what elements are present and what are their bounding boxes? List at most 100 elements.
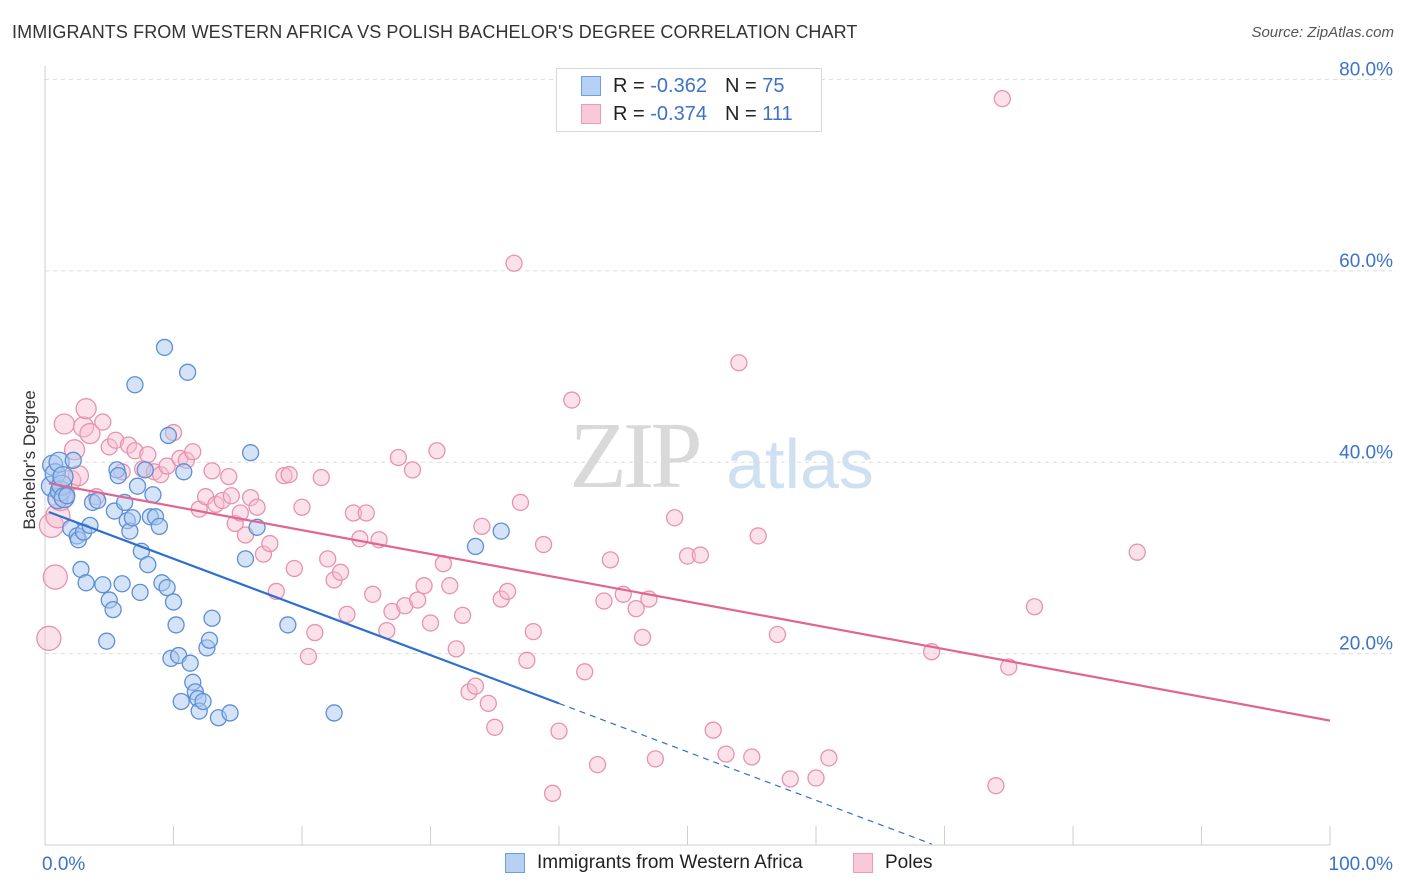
poles-point (511, 493, 530, 512)
poles-point (364, 585, 382, 603)
western-africa-point (325, 704, 343, 722)
watermark: ZIP atlas (570, 404, 874, 508)
watermark-zip: ZIP (570, 404, 700, 508)
poles-points (36, 89, 1146, 802)
poles-point (987, 777, 1005, 795)
western-africa-point (221, 704, 239, 722)
western-africa-point (158, 578, 176, 597)
poles-point (466, 677, 485, 695)
poles-point (213, 491, 231, 510)
poles-point (280, 466, 298, 484)
poles-point (1128, 543, 1146, 561)
poles-point (428, 442, 446, 460)
y-tick-label: 60.0% (1339, 251, 1393, 272)
western-africa-point (175, 463, 193, 481)
western-africa-point (139, 555, 157, 574)
western-africa-point (150, 517, 169, 536)
western-africa-point (109, 466, 127, 485)
western-africa-trend-line (48, 510, 560, 705)
poles-point (505, 254, 523, 272)
poles-point (220, 467, 238, 486)
western-africa-point (167, 616, 185, 634)
poles-point (601, 551, 620, 569)
poles-point (203, 462, 221, 480)
poles-point (254, 545, 273, 563)
bottom-legend-label: Poles (885, 852, 933, 873)
western-africa-point (123, 509, 142, 527)
western-africa-point (136, 461, 154, 479)
western-africa-point (131, 583, 149, 602)
poles-point (126, 442, 144, 460)
poles-point (627, 600, 645, 618)
poles-point (1025, 598, 1044, 616)
legend-r-label: R = (613, 102, 645, 125)
western-africa-point (98, 632, 116, 650)
western-africa-point (203, 609, 221, 627)
poles-point (743, 748, 761, 766)
western-africa-points (40, 338, 510, 727)
western-africa-point (172, 692, 190, 711)
western-africa-point (155, 338, 174, 357)
poles-point (261, 534, 279, 553)
western-africa-point (178, 363, 197, 381)
western-africa-point (89, 491, 107, 510)
poles-point (248, 498, 266, 516)
poles-point (293, 498, 311, 516)
poles-point (306, 623, 324, 642)
poles-point (36, 625, 62, 651)
poles-point (453, 606, 472, 624)
y-tick-label: 40.0% (1339, 442, 1393, 463)
poles-point (79, 422, 101, 445)
legend-swatch-pink (581, 104, 601, 124)
poles-point (139, 445, 157, 464)
poles-point (678, 547, 697, 565)
legend-r-value: -0.374 (650, 102, 707, 125)
legend-row-poles: R = -0.374 N = 111 (581, 101, 793, 127)
legend-swatch-blue (581, 76, 601, 96)
poles-point (447, 640, 465, 658)
bottom-legend-swatch-blue (505, 853, 525, 873)
poles-point (730, 354, 748, 372)
western-africa-point (144, 486, 162, 504)
poles-point (1000, 658, 1018, 676)
poles-point (473, 517, 491, 536)
poles-point (534, 535, 553, 554)
poles-point (993, 89, 1011, 108)
western-africa-point (200, 631, 219, 649)
poles-point (75, 398, 97, 420)
poles-point (72, 416, 95, 438)
legend-n-label: N = (724, 74, 757, 97)
bottom-legend-poles: Poles (853, 852, 933, 874)
poles-point (222, 487, 240, 505)
poles-point (408, 591, 427, 609)
poles-point (588, 755, 607, 774)
western-africa-point (94, 576, 112, 594)
legend-row-western-africa: R = -0.362 N = 75 (581, 73, 784, 99)
poles-point (749, 527, 767, 545)
western-africa-point (77, 574, 95, 592)
legend-n-label: N = (724, 102, 757, 125)
legend-n-value: 75 (762, 74, 785, 97)
poles-point (633, 628, 652, 647)
poles-point (595, 592, 613, 610)
poles-point (486, 718, 504, 736)
western-africa-trend-extension (558, 702, 932, 845)
x-tick-label: 0.0% (42, 854, 85, 875)
western-africa-point (466, 537, 485, 556)
poles-point (184, 443, 202, 461)
western-africa-point (181, 654, 199, 672)
poles-point (100, 438, 118, 456)
poles-point (299, 647, 318, 666)
poles-point (479, 694, 497, 713)
poles-point (158, 457, 176, 475)
poles-point (53, 413, 75, 435)
poles-point (285, 559, 303, 578)
poles-point (403, 461, 422, 479)
poles-point (666, 509, 684, 527)
y-tick-label: 20.0% (1339, 634, 1393, 655)
western-africa-point (113, 575, 131, 593)
poles-point (389, 448, 408, 467)
western-africa-point (241, 444, 260, 462)
legend-r-label: R = (613, 74, 645, 97)
poles-point (42, 564, 68, 590)
